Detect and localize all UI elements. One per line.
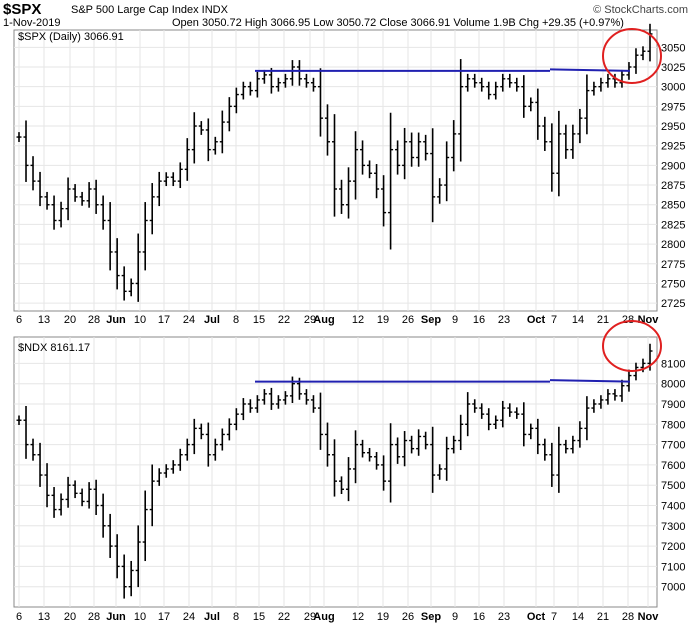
x-tick-label: 24 bbox=[183, 314, 195, 326]
x-tick-label: 24 bbox=[183, 611, 195, 623]
x-tick-label: 8 bbox=[233, 611, 239, 623]
x-tick-label: 23 bbox=[498, 611, 510, 623]
x-tick-label: 7 bbox=[551, 611, 557, 623]
x-tick-label: 19 bbox=[377, 611, 389, 623]
x-tick-label: 20 bbox=[64, 314, 76, 326]
x-tick-label: 28 bbox=[622, 314, 634, 326]
x-tick-label: Oct bbox=[527, 611, 546, 623]
x-tick-label: Jun bbox=[106, 314, 126, 326]
x-tick-label: 17 bbox=[158, 314, 170, 326]
y-tick-label: 7200 bbox=[661, 541, 685, 553]
x-tick-label: 17 bbox=[158, 611, 170, 623]
highlight-circle bbox=[602, 320, 662, 372]
brand-credit: © StockCharts.com bbox=[593, 4, 688, 16]
x-tick-label: 19 bbox=[377, 314, 389, 326]
symbol-title: $SPX bbox=[3, 1, 42, 18]
y-tick-label: 2725 bbox=[661, 298, 685, 310]
y-tick-label: 8100 bbox=[661, 358, 685, 370]
x-tick-label: 10 bbox=[134, 314, 146, 326]
x-tick-label: 12 bbox=[352, 611, 364, 623]
y-tick-label: 2875 bbox=[661, 180, 685, 192]
y-tick-label: 2925 bbox=[661, 141, 685, 153]
y-tick-label: 7900 bbox=[661, 399, 685, 411]
x-tick-label: 16 bbox=[473, 611, 485, 623]
x-tick-label: Jul bbox=[204, 314, 220, 326]
x-tick-label: 28 bbox=[88, 314, 100, 326]
y-tick-label: 7000 bbox=[661, 582, 685, 594]
x-tick-label: 12 bbox=[352, 314, 364, 326]
x-tick-label: Nov bbox=[638, 611, 660, 623]
y-tick-label: 2850 bbox=[661, 200, 685, 212]
x-tick-label: 21 bbox=[597, 314, 609, 326]
y-tick-label: 2975 bbox=[661, 101, 685, 113]
x-tick-label: 26 bbox=[402, 611, 414, 623]
x-tick-label: Oct bbox=[527, 314, 546, 326]
x-tick-label: 15 bbox=[253, 314, 265, 326]
x-tick-label: 22 bbox=[278, 314, 290, 326]
y-tick-label: 7600 bbox=[661, 460, 685, 472]
x-tick-label: 9 bbox=[452, 611, 458, 623]
highlight-circle bbox=[602, 28, 662, 84]
resistance-line bbox=[549, 379, 631, 383]
panel-label: $NDX 8161.17 bbox=[18, 342, 90, 354]
y-tick-label: 2950 bbox=[661, 121, 685, 133]
y-tick-label: 7700 bbox=[661, 440, 685, 452]
x-tick-label: 10 bbox=[134, 611, 146, 623]
x-tick-label: 29 bbox=[304, 314, 316, 326]
x-tick-label: 13 bbox=[38, 314, 50, 326]
x-tick-label: Sep bbox=[421, 314, 441, 326]
x-tick-label: Sep bbox=[421, 611, 441, 623]
x-tick-label: 20 bbox=[64, 611, 76, 623]
y-tick-label: 7300 bbox=[661, 521, 685, 533]
panel-label: $SPX (Daily) 3066.91 bbox=[18, 31, 124, 43]
x-tick-label: 28 bbox=[88, 611, 100, 623]
y-tick-label: 7500 bbox=[661, 480, 685, 492]
x-tick-label: 29 bbox=[304, 611, 316, 623]
x-tick-label: 21 bbox=[597, 611, 609, 623]
y-tick-label: 2775 bbox=[661, 259, 685, 271]
x-tick-label: Aug bbox=[313, 314, 334, 326]
y-tick-label: 8000 bbox=[661, 379, 685, 391]
x-tick-label: 15 bbox=[253, 611, 265, 623]
resistance-line bbox=[549, 68, 631, 72]
y-tick-label: 7400 bbox=[661, 500, 685, 512]
y-tick-label: 7800 bbox=[661, 419, 685, 431]
y-tick-label: 2750 bbox=[661, 278, 685, 290]
y-tick-label: 7100 bbox=[661, 561, 685, 573]
y-tick-label: 2825 bbox=[661, 219, 685, 231]
x-tick-label: 7 bbox=[551, 314, 557, 326]
y-tick-label: 2800 bbox=[661, 239, 685, 251]
x-tick-label: 14 bbox=[572, 611, 584, 623]
y-tick-label: 3025 bbox=[661, 62, 685, 74]
x-tick-label: 22 bbox=[278, 611, 290, 623]
x-tick-label: 6 bbox=[16, 611, 22, 623]
x-tick-label: 23 bbox=[498, 314, 510, 326]
y-tick-label: 2900 bbox=[661, 160, 685, 172]
x-tick-label: 28 bbox=[622, 611, 634, 623]
x-tick-label: 16 bbox=[473, 314, 485, 326]
x-tick-label: Aug bbox=[313, 611, 334, 623]
x-tick-label: 13 bbox=[38, 611, 50, 623]
x-tick-label: 8 bbox=[233, 314, 239, 326]
index-name: S&P 500 Large Cap Index INDX bbox=[71, 4, 228, 16]
x-tick-label: 14 bbox=[572, 314, 584, 326]
y-tick-label: 3000 bbox=[661, 82, 685, 94]
x-tick-label: 26 bbox=[402, 314, 414, 326]
x-tick-label: Jun bbox=[106, 611, 126, 623]
quote-summary: Open 3050.72 High 3066.95 Low 3050.72 Cl… bbox=[172, 17, 624, 29]
y-tick-label: 3050 bbox=[661, 42, 685, 54]
x-tick-label: 9 bbox=[452, 314, 458, 326]
x-tick-label: Jul bbox=[204, 611, 220, 623]
x-tick-label: 6 bbox=[16, 314, 22, 326]
quote-date: 1-Nov-2019 bbox=[3, 17, 61, 29]
